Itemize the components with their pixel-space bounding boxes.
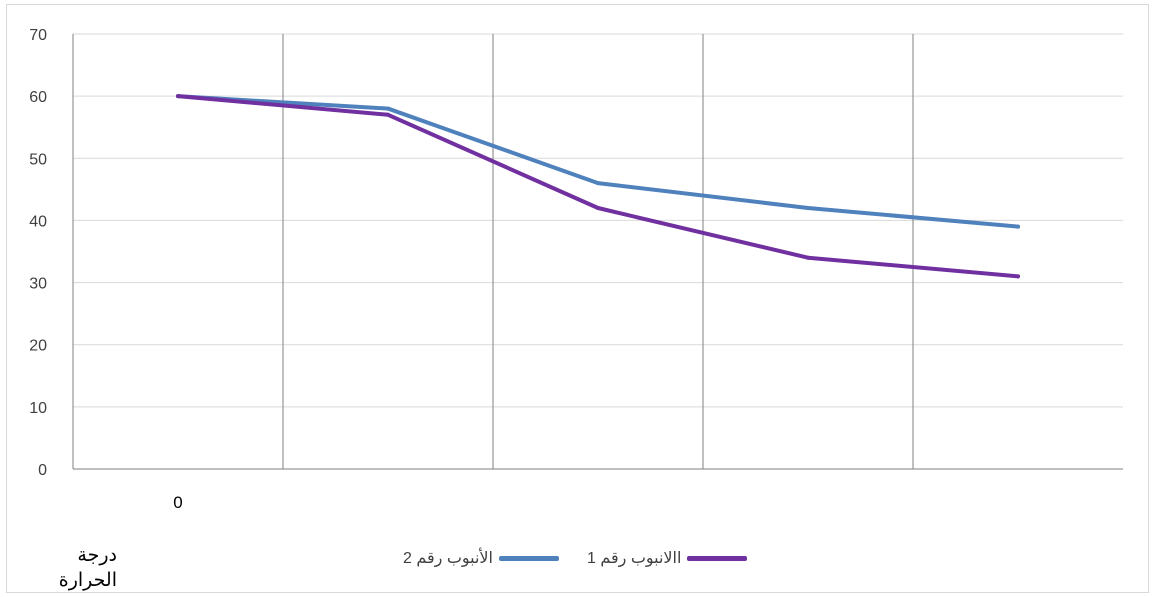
y-tick-label: 10 xyxy=(29,400,47,417)
legend-item-series-2: الأنبوب رقم 2 xyxy=(403,548,559,568)
data-point-series-1 xyxy=(386,112,390,117)
y-tick-label: 60 xyxy=(29,89,47,106)
legend-label-series-2: الأنبوب رقم 2 xyxy=(403,550,493,567)
data-point-series-2 xyxy=(386,106,390,111)
y-tick-label: 20 xyxy=(29,338,47,355)
data-point-series-2 xyxy=(596,181,600,186)
y-tick-label: 0 xyxy=(38,462,47,479)
y-axis-label: درجة الحرارة xyxy=(58,545,117,591)
y-tick-label: 70 xyxy=(29,27,47,44)
data-point-series-2 xyxy=(806,206,810,210)
legend-swatch-series-2 xyxy=(499,555,559,561)
legend-label-series-1: االانبوب رقم 1 xyxy=(587,550,682,567)
data-point-series-2 xyxy=(1016,224,1020,229)
legend-swatch-series-1 xyxy=(687,555,748,561)
line-chart: 0 10 20 30 40 50 60 70 0 xyxy=(29,27,1123,512)
data-point-series-1 xyxy=(176,94,180,99)
y-tick-label: 40 xyxy=(29,213,47,230)
data-point-series-1 xyxy=(596,206,600,210)
y-tick-label: 50 xyxy=(29,151,47,168)
legend-item-series-1: االانبوب رقم 1 xyxy=(587,548,748,568)
data-point-series-1 xyxy=(806,255,810,260)
legend: الأنبوب رقم 2 االانبوب رقم 1 xyxy=(403,548,748,568)
chart-area: 0 10 20 30 40 50 60 70 0 الأنبوب رقم 2 االانبوب … xyxy=(6,4,1149,593)
data-point-series-1 xyxy=(1016,274,1020,279)
series-line-1 xyxy=(176,94,1020,279)
x-tick-label: 0 xyxy=(173,493,182,512)
y-tick-label: 30 xyxy=(29,276,47,293)
